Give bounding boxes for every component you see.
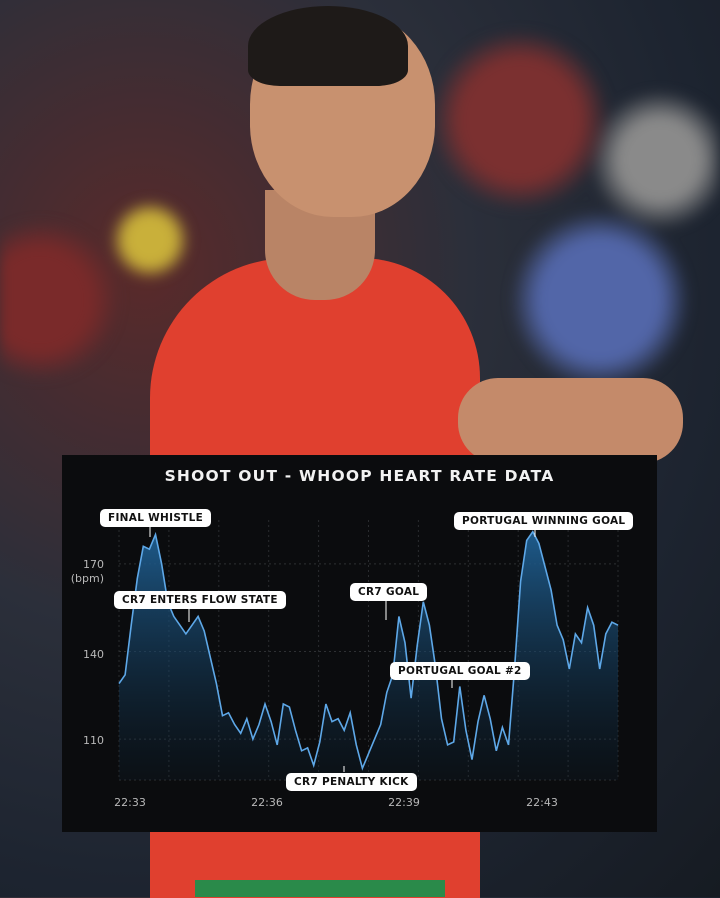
annotation-flow-state: CR7 ENTERS FLOW STATE	[114, 591, 286, 609]
annotation-portugal-goal-2: PORTUGAL GOAL #2	[390, 662, 530, 680]
annotation-penalty-kick: CR7 PENALTY KICK	[286, 773, 417, 791]
y-tick-140: 140	[83, 648, 104, 661]
annotation-final-whistle: FINAL WHISTLE	[100, 509, 212, 527]
y-axis-label: (bpm)	[70, 572, 104, 585]
y-tick-170: 170	[83, 558, 104, 571]
x-tick-2243: 22:43	[526, 796, 558, 809]
y-tick-110: 110	[83, 734, 104, 747]
heart-rate-area	[119, 531, 618, 780]
x-tick-2233: 22:33	[114, 796, 146, 809]
annotation-winning-goal: PORTUGAL WINNING GOAL	[454, 512, 634, 530]
player-shorts	[195, 880, 445, 897]
player-hair	[248, 6, 408, 86]
chart-title: SHOOT OUT - WHOOP HEART RATE DATA	[164, 467, 555, 485]
annotation-cr7-goal: CR7 GOAL	[350, 583, 428, 601]
player-hands	[458, 378, 683, 463]
x-tick-2236: 22:36	[251, 796, 283, 809]
x-tick-2239: 22:39	[388, 796, 420, 809]
